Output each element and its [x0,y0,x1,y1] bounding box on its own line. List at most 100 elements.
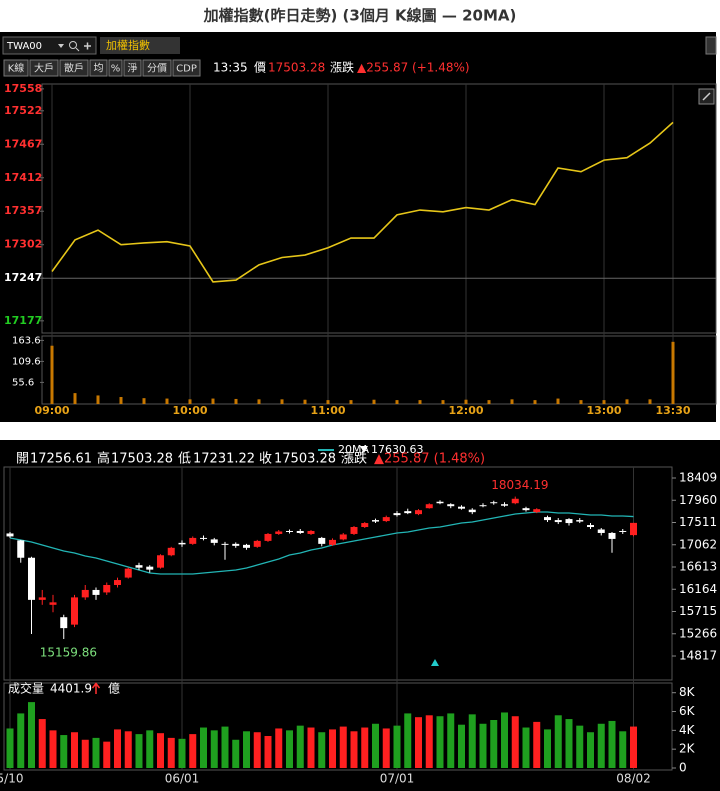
page-title: 加權指數(昨日走勢) (3個月 K線圖 — 20MA) [203,7,517,25]
toolbar-button[interactable] [142,59,172,77]
toolbar-button-label: 均 [94,63,104,75]
candle-body [501,504,508,506]
candle-body [167,547,175,556]
candle-body [587,525,594,528]
candle-body [511,498,519,504]
ohlc-label: 開 [16,452,29,467]
volume-bar [554,715,562,768]
volume-bar [501,712,508,768]
volume-bar [114,729,121,768]
volume-bar [418,400,422,404]
price: 17503.28 [268,61,325,75]
add-icon[interactable] [84,42,91,50]
candle-body [221,543,229,545]
toolbar-button[interactable] [3,59,29,77]
change-label: 漲跌 [330,60,354,75]
volume-bar [146,730,154,768]
volume-bar [49,730,57,768]
toolbar-button[interactable] [172,59,201,77]
legend-value: 17630.63 [371,443,424,456]
volume-bar [71,732,78,768]
toolbar-button[interactable] [89,59,108,77]
candle-body [361,523,369,528]
candle-body [92,589,100,595]
search-icon[interactable] [69,41,77,49]
candle-body [253,540,261,547]
candle-body [232,543,240,546]
y-tick-label: 17558 [4,82,42,95]
change-value: ▲255.87 (1.48%) [374,452,485,467]
volume-bar [415,717,422,768]
candle-body [393,513,401,516]
ohlc-label: 高 [97,451,110,467]
volume-bar [221,726,229,768]
volume-bar [135,734,143,768]
y-tick-label: 17177 [4,314,42,327]
x-tick-label: 13:30 [655,404,690,417]
volume-bar [565,719,573,768]
toolbar-button[interactable] [108,59,123,77]
ohlc-label: 收 [259,452,272,467]
toolbar-button[interactable] [29,59,59,77]
candle-body [468,509,476,513]
volume-bar [372,723,379,768]
candle-body [307,530,315,534]
candle-body [479,505,487,507]
y-tick-label: 17522 [4,104,42,117]
ohlc-value: 17503.28 [274,452,336,467]
candle-body [264,533,272,541]
candle-body [114,580,121,585]
x-tick-label: 09:00 [34,404,69,417]
x-tick-label: 10:00 [172,404,207,417]
link-icon [702,92,711,101]
x-tick-label: 5/10 [0,772,23,786]
ma-line [9,511,634,575]
x-tick-label: 06/01 [165,772,200,786]
volume-bar [436,716,444,768]
volume-tick-label: 2K [679,742,696,756]
volume-bar [307,727,315,768]
candle-body [415,510,422,515]
toolbar-button[interactable] [59,59,89,77]
volume-bar [188,399,192,404]
volume-bar [372,399,376,404]
volume-bar [103,741,111,768]
volume-bar [630,726,637,768]
y-tick-label: 17357 [4,204,42,217]
candle-body [329,539,336,545]
candle-body [146,566,154,570]
high-annotation: 18034.19 [491,478,548,492]
y-tick-label: 16164 [679,582,717,596]
signal-marker [431,659,439,666]
candle-body [17,540,25,558]
volume-bar [404,713,412,768]
volume-bar [189,734,197,768]
candle-body [81,589,89,598]
toolbar-button-label: 散戶 [64,62,84,75]
volume-bar [286,730,293,768]
candle-body [286,530,293,532]
volume-bar [361,727,369,768]
candle-body [189,537,197,544]
volume-bar [243,731,250,768]
volume-bar [625,399,629,404]
candle-body [522,508,530,511]
volume-tick-label: 6K [679,704,696,718]
toolbar-button-label: % [111,64,121,75]
volume-bar [544,729,551,768]
volume-tick-label: 8K [679,685,696,699]
volume-bar [447,713,455,768]
side-button[interactable] [705,36,717,55]
candle-body [157,555,164,568]
toolbar-button[interactable] [123,59,142,77]
volume-bar [264,736,272,768]
change: ▲255.87 (+1.48%) [357,61,470,75]
y-tick-label: 16613 [679,560,717,574]
y-tick-label: 14817 [679,649,717,663]
name-box [100,37,180,54]
volume-bar [232,739,240,768]
volume-bar [234,398,238,404]
dropdown-arrow[interactable] [58,44,64,48]
volume-bar [60,735,68,768]
y2-tick-label: 109.6 [12,356,41,367]
